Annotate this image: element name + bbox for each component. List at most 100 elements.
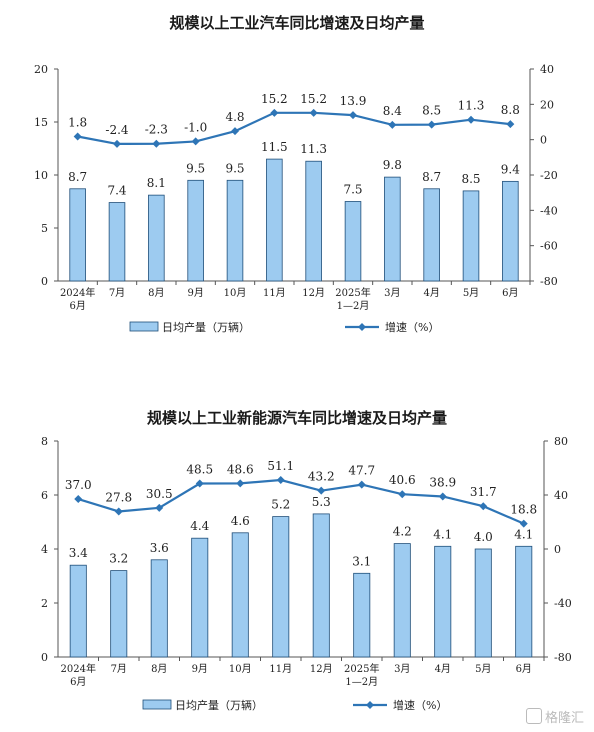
chart-1-category-label: 5月: [463, 287, 479, 299]
chart-1-category-label: 9月: [187, 287, 203, 299]
chart-1-bar-value-label: 8.7: [68, 170, 87, 184]
chart-2-bar: [110, 570, 128, 658]
chart-1-category-label: 2024年: [60, 286, 95, 299]
chart-1-category-label: 11月: [263, 287, 286, 299]
chart-1-growth-point: [427, 120, 436, 129]
chart-2-growth-point: [195, 479, 204, 488]
chart-2-category-label: 7月: [111, 663, 127, 675]
chart-2-growth-value-label: 47.7: [348, 464, 375, 478]
chart-1-bar: [226, 179, 244, 282]
chart-1-growth-value-label: -2.3: [145, 123, 168, 137]
chart-1-right-tick-label: -40: [540, 204, 558, 217]
chart-2-bar-value-label: 3.2: [109, 552, 128, 566]
chart-2-bar: [272, 516, 290, 658]
chart-2-growth-value-label: 27.8: [105, 490, 132, 504]
chart-1-plot: 05101520-80-60-40-20020408.72024年6月7.47月…: [34, 63, 558, 334]
chart-1-bar-value-label: 8.5: [461, 172, 480, 186]
chart-1-growth-value-label: -2.4: [105, 123, 129, 137]
chart-1-bar-value-label: 7.5: [343, 183, 362, 197]
chart-1-growth-value-label: -1.0: [184, 120, 207, 134]
chart-2-bar-value-label: 4.0: [474, 530, 493, 544]
chart-1-category-label: 3月: [384, 287, 400, 299]
chart-2-growth-point: [74, 495, 83, 504]
chart-1-growth-point: [309, 108, 318, 117]
chart-2-bar: [231, 532, 249, 658]
chart-1-growth-point: [506, 120, 515, 129]
chart-2-bar: [69, 564, 87, 658]
chart-1-category-label: 10月: [224, 287, 247, 299]
chart-2-growth-value-label: 37.0: [65, 478, 92, 492]
chart-2-bar-value-label: 3.6: [150, 541, 169, 555]
chart-2-right-tick-label: 80: [554, 435, 568, 448]
chart-2-left-tick-label: 6: [41, 489, 48, 502]
watermark-badge-icon: [525, 708, 542, 724]
chart-1-right-tick-label: -60: [540, 240, 558, 253]
chart-1-category-label: 6月: [69, 300, 85, 312]
chart-1-growth-value-label: 8.4: [383, 104, 402, 118]
chart-2-legend-bar-swatch: [142, 699, 172, 710]
chart-2-category-label: 11月: [269, 663, 292, 675]
chart-1-bar-value-label: 8.7: [422, 170, 441, 184]
chart-1-category-label: 7月: [109, 287, 125, 299]
chart-2-category-label: 12月: [310, 663, 333, 675]
chart-1-bar: [462, 190, 480, 282]
chart-1-bar-value-label: 9.5: [225, 161, 244, 175]
chart-1-growth-line: [77, 111, 511, 146]
chart-2-bar: [393, 543, 411, 658]
chart-2-category-label: 6月: [70, 676, 86, 688]
chart-2-bar: [150, 559, 168, 658]
chart-1-right-tick-label: -80: [540, 275, 558, 288]
chart-2-bar: [353, 572, 371, 658]
chart-1-bar-value-label: 9.8: [383, 158, 402, 172]
chart-2-growth-value-label: 51.1: [267, 459, 294, 473]
chart-2-growth-value-label: 43.2: [308, 470, 335, 484]
watermark-logo: 格隆汇: [525, 707, 584, 726]
chart-1-category-label: 8月: [148, 287, 164, 299]
chart-1-growth-point: [349, 111, 357, 120]
chart-2-bar-value-label: 4.6: [231, 514, 250, 528]
chart-1-bar: [69, 188, 86, 282]
chart-2-category-label: 2025年: [344, 662, 379, 675]
chart-1-growth-point: [270, 108, 279, 117]
chart-1-category-label: 4月: [423, 287, 439, 299]
chart-1-category-label: 6月: [502, 287, 518, 299]
chart-2-growth-value-label: 40.6: [389, 473, 416, 487]
chart-1-bar-value-label: 7.4: [107, 184, 126, 198]
chart-1-legend-line-marker: [358, 323, 366, 331]
chart-2-growth-point: [438, 492, 447, 501]
chart-2-growth-value-label: 48.5: [186, 463, 213, 477]
chart-1-legend-bar-label: 日均产量（万辆）: [162, 320, 250, 334]
chart-1-growth-point: [152, 139, 161, 148]
chart-1-growth-value-label: 8.5: [422, 104, 441, 118]
chart-2-legend-line-label: 增速（%）: [393, 698, 447, 712]
chart-2-category-label: 6月: [516, 663, 532, 675]
chart-2-bar: [474, 548, 492, 658]
chart-1-growth-value-label: 11.3: [458, 99, 485, 113]
chart-1-left-tick-label: 15: [34, 116, 48, 129]
chart-1-bar: [305, 160, 322, 282]
chart-1-bar-value-label: 9.4: [501, 162, 520, 176]
chart-2-bar: [191, 537, 209, 658]
chart-2-growth-value-label: 31.7: [470, 485, 497, 499]
chart-1-right-tick-label: 20: [540, 98, 554, 111]
chart-2-bar: [515, 545, 533, 658]
chart-2-growth-value-label: 48.6: [227, 462, 254, 476]
chart-1-bar-value-label: 8.1: [147, 176, 166, 190]
chart-1-right-tick-label: 40: [540, 63, 554, 76]
chart-1-bar: [266, 158, 283, 282]
chart-1-right-tick-label: -20: [540, 169, 558, 182]
chart-2-right-tick-label: 40: [554, 489, 568, 502]
chart-2-growth-point: [276, 476, 285, 485]
chart-2-right-tick-label: 0: [554, 543, 561, 556]
chart-2-category-label: 4月: [435, 663, 451, 675]
chart-1-growth-value-label: 8.8: [501, 103, 520, 117]
watermark-text: 格隆汇: [544, 711, 584, 726]
chart-1-bar: [344, 201, 362, 282]
chart-2-category-label: 8月: [151, 663, 167, 675]
chart-2-left-tick-label: 2: [41, 597, 48, 610]
chart-2-bar-value-label: 4.1: [514, 527, 533, 541]
chart-2-growth-point: [398, 490, 407, 499]
chart-2-bar-value-label: 4.1: [433, 527, 452, 541]
chart-2-growth-point: [479, 502, 488, 511]
chart-2-category-label: 3月: [394, 663, 410, 675]
